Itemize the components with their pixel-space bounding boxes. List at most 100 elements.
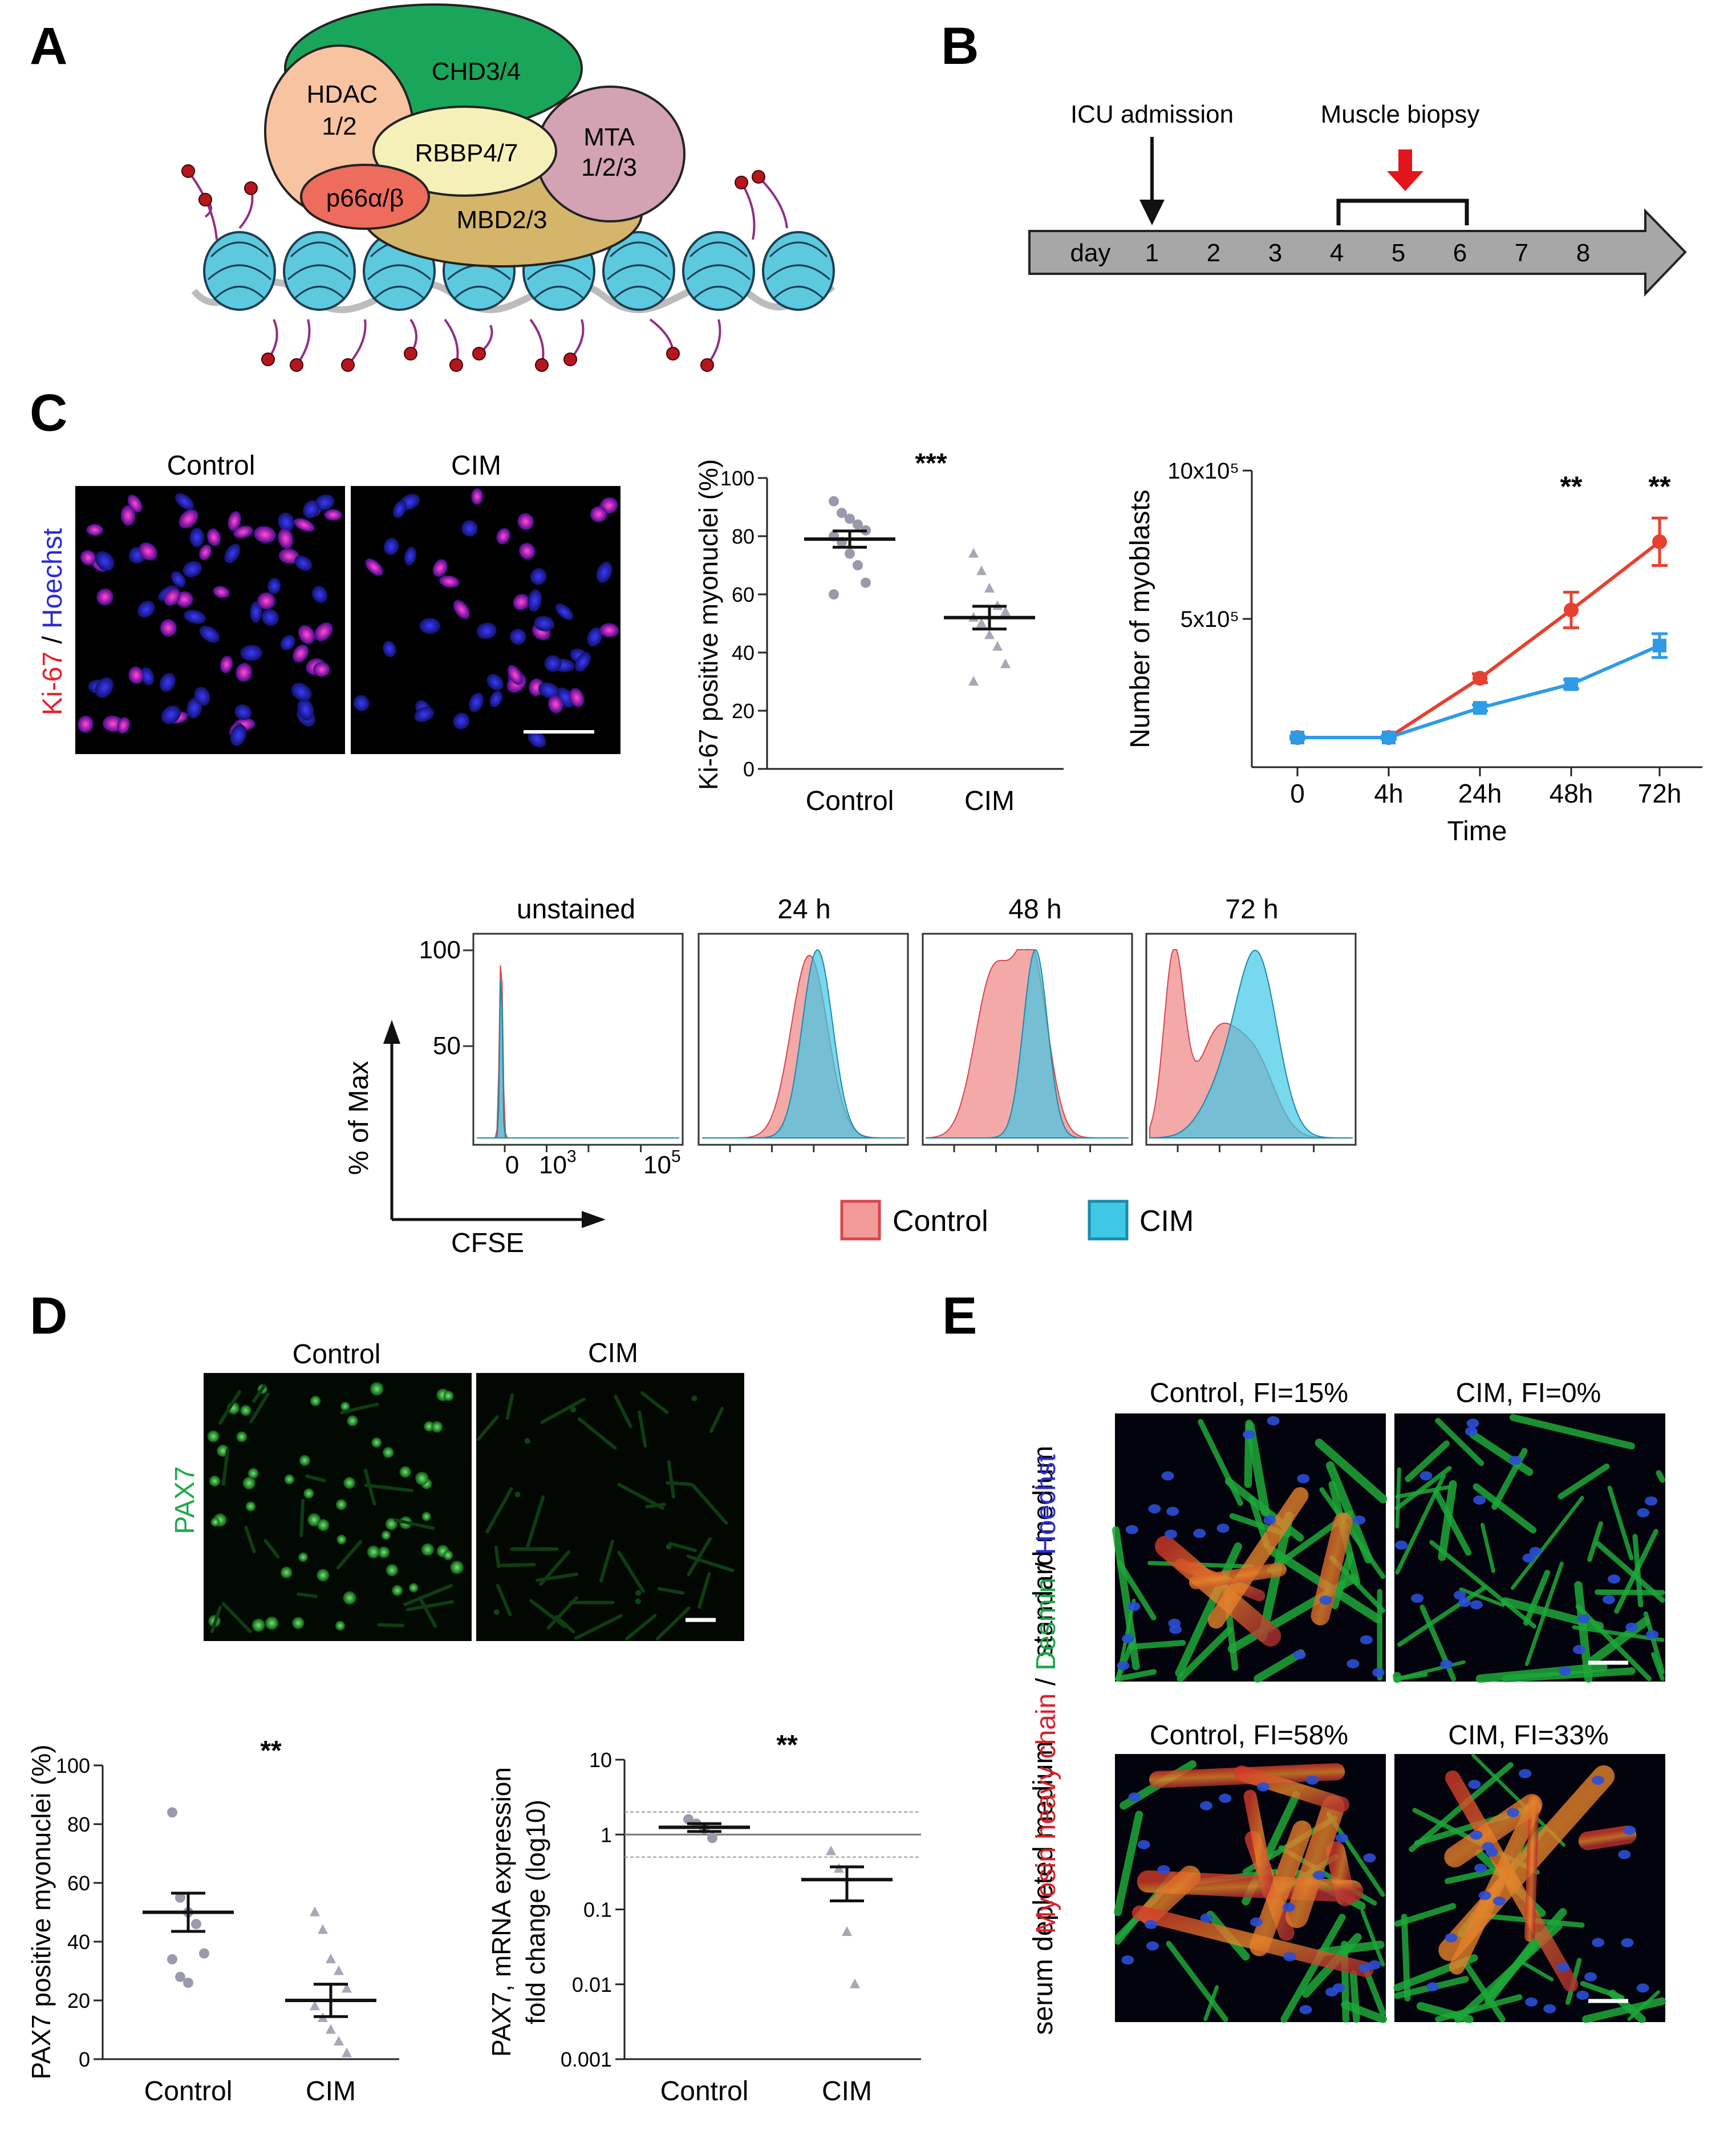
nucleus (1193, 1529, 1206, 1538)
panel-label-e: E (942, 1287, 977, 1345)
cell-body (297, 1592, 318, 1598)
cell-body (244, 1525, 256, 1553)
nucleosome-wrap (686, 241, 751, 301)
pax7-nucleus (245, 1501, 256, 1512)
nucleus (1591, 1776, 1604, 1785)
cells-cim (353, 488, 619, 748)
hoechst-nucleus (453, 712, 470, 730)
cell-body (686, 1554, 735, 1573)
ki67-positive-nucleus (179, 509, 198, 529)
pax7-nucleus (493, 1609, 500, 1615)
cell-body (336, 1540, 363, 1570)
desmin-fiber (1510, 1496, 1584, 1590)
hdac-label: HDAC (307, 80, 378, 108)
ki67-positive-nucleus (314, 622, 333, 642)
nucleus (1368, 1960, 1381, 1970)
x-tick-label: 48h (1550, 779, 1593, 808)
ki67-positive-nucleus (293, 644, 309, 663)
methyl-mark (290, 358, 303, 372)
hoechst-nucleus (510, 629, 526, 645)
nucleus (1395, 1540, 1408, 1550)
data-point (1291, 731, 1304, 744)
ki67-positive-nucleus (496, 528, 510, 545)
hoechst-nucleus (383, 537, 399, 556)
mta-label: MTA (583, 123, 635, 151)
legend-label-control: Control (893, 1205, 988, 1238)
pax7-nucleus (210, 1517, 220, 1527)
hoechst-nucleus (530, 568, 547, 585)
nucleus (1363, 1853, 1376, 1863)
timeline-day-8: 8 (1576, 239, 1590, 267)
cell-body (218, 1390, 241, 1425)
nucleosome (682, 231, 755, 311)
nucleus (1445, 1933, 1458, 1943)
nucleus (1602, 1595, 1615, 1605)
flow-xtick-base-a: 10 (539, 1151, 567, 1179)
desmin-fiber (1607, 1485, 1634, 1561)
cells-control (78, 493, 343, 747)
ki67-positive-nucleus (80, 550, 96, 566)
desmin-fiber (1395, 1485, 1451, 1499)
nucleus (1199, 1801, 1212, 1810)
pax7-nucleus (635, 1598, 641, 1605)
hoechst-nucleus (230, 724, 247, 747)
ki67-positive-nucleus (569, 688, 585, 707)
ki67-positive-nucleus (78, 715, 94, 733)
hoechst-nucleus (414, 707, 434, 723)
data-point (334, 2036, 344, 2046)
desmin-fiber (1114, 1810, 1143, 1917)
timeline-days: 1 2 3 4 5 6 7 8 (1145, 239, 1590, 267)
hoechst-nucleus (161, 705, 181, 724)
cell-body (667, 1460, 675, 1498)
data-point (1652, 534, 1667, 549)
nucleus (1584, 1972, 1597, 1982)
pax7-nucleus (209, 1475, 221, 1487)
nucleus (1453, 1590, 1466, 1600)
nucleus (1440, 1659, 1453, 1669)
y-tick-label: 0.001 (561, 2048, 612, 2071)
cell-body (687, 1537, 712, 1576)
data-point (1473, 671, 1487, 686)
histone-tail (347, 319, 367, 366)
cell-body (364, 1483, 414, 1493)
desmin-fiber (1341, 2000, 1388, 2024)
mrna-y-label-line2: fold change (log10) (521, 1800, 550, 2024)
nucleus (1543, 2004, 1556, 2014)
myosin-fiber (1139, 1865, 1201, 1925)
flow-title-48h: 48 h (1008, 894, 1061, 925)
ki67-positive-nucleus (228, 511, 241, 531)
desmin-fiber (1519, 1960, 1554, 1982)
flow-xtick-0: 0 (505, 1151, 519, 1179)
ki67-positive-nucleus (160, 619, 177, 637)
desmin-fiber (1572, 1625, 1665, 1642)
nucleosome-body (602, 231, 675, 311)
x-tick-label: 24h (1458, 779, 1502, 808)
cell-body (657, 1587, 685, 1595)
pax7-nucleus (335, 1499, 347, 1510)
hoechst-nucleus (140, 667, 155, 686)
nucleus (1293, 1650, 1306, 1660)
data-point (326, 1953, 336, 1963)
data-point (829, 496, 839, 507)
myosin-fiber (1155, 1536, 1281, 1647)
nucleosome (602, 231, 675, 311)
nucleus (1470, 1830, 1483, 1840)
y-tick-label: 80 (732, 525, 755, 548)
chd-label: CHD3/4 (432, 58, 521, 86)
nucleus (1576, 1990, 1589, 2000)
cell-body (221, 1448, 230, 1486)
nucleus (1509, 1456, 1522, 1465)
cell-body (477, 1415, 499, 1441)
biopsy-window-bracket (1336, 199, 1469, 225)
nucleus (1623, 1825, 1636, 1835)
pax7-title-cim: CIM (588, 1338, 638, 1368)
nucleus (1353, 1515, 1366, 1525)
data-point (707, 1833, 717, 1844)
methyl-mark (449, 358, 463, 372)
nucleus (1473, 1495, 1486, 1505)
data-point (175, 1971, 185, 1982)
hoechst-nucleus (159, 673, 176, 692)
hoechst-nucleus (278, 512, 294, 532)
ki67-positive-nucleus (164, 588, 181, 606)
micrograph-title-control: Control (167, 451, 255, 481)
